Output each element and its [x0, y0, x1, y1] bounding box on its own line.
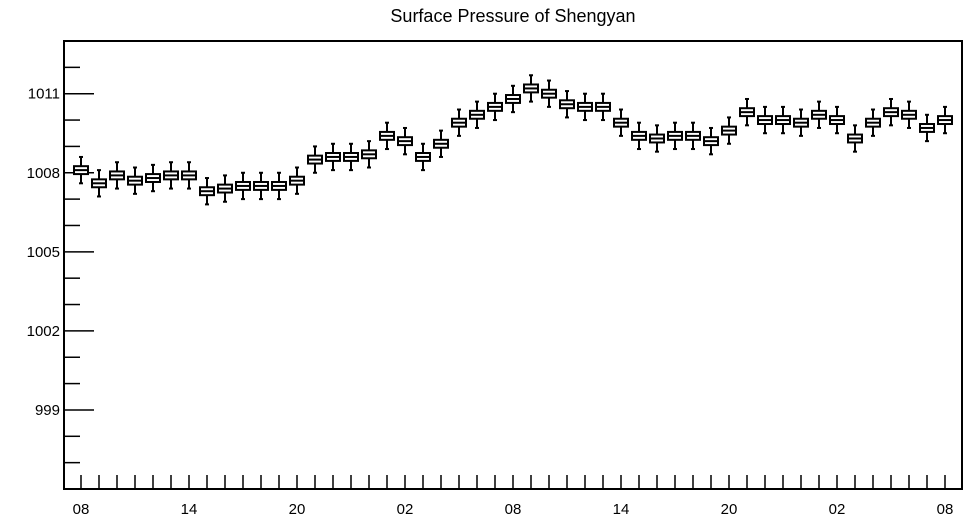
box-plot-item [217, 174, 233, 203]
box-plot-item [415, 142, 431, 172]
box-plot-item [937, 105, 953, 135]
box-plot-item [739, 97, 755, 127]
box-plot-item [307, 145, 323, 174]
x-tick-label: 08 [505, 501, 522, 518]
x-axis: 08 14 20 02 08 14 20 02 08 [73, 475, 954, 518]
box-plot-item [325, 142, 341, 172]
box-plot-item [811, 100, 827, 129]
box-plot-item [901, 100, 917, 129]
y-axis: 999 1002 1005 1008 1011 [27, 66, 94, 464]
box-plot-item [289, 166, 305, 195]
box-plot-item [163, 161, 179, 190]
box-plot-item [793, 108, 809, 137]
box-plot-item [883, 97, 899, 127]
box-plot-item [235, 171, 251, 201]
box-plot-item [271, 171, 287, 201]
x-tick-label: 02 [829, 501, 846, 518]
box-plot-item [703, 126, 719, 156]
box-plot-item [685, 121, 701, 151]
y-tick-label: 999 [35, 402, 60, 419]
box-plot-item [469, 100, 485, 129]
box-plot-item [829, 105, 845, 135]
box-plot-item [379, 121, 395, 151]
box-plot-item [757, 105, 773, 135]
box-plot-item [73, 155, 89, 185]
box-plot-item [397, 126, 413, 156]
box-plot-item [145, 163, 161, 193]
box-plot-item [361, 140, 377, 169]
box-plot-item [343, 142, 359, 172]
box-plot-item [253, 171, 269, 201]
chart-title: Surface Pressure of Shengyan [390, 6, 635, 26]
box-plot-item [487, 92, 503, 122]
x-tick-label: 20 [289, 501, 306, 518]
x-tick-label: 14 [181, 501, 198, 518]
box-plot-item [577, 92, 593, 122]
x-tick-label: 20 [721, 501, 738, 518]
box-plot-item [775, 105, 791, 135]
box-plot-item [667, 121, 683, 151]
x-tick-label: 08 [73, 501, 90, 518]
y-tick-label: 1008 [27, 165, 60, 182]
box-plot-item [721, 116, 737, 145]
box-plot-item [559, 90, 575, 119]
box-plot-item [613, 108, 629, 137]
box-plot-item [109, 161, 125, 190]
box-plot-item [595, 92, 611, 122]
box-plot-item [649, 124, 665, 153]
box-plot-item [199, 177, 215, 206]
box-plot-item [181, 161, 197, 190]
box-series [73, 74, 953, 206]
box-plot-item [631, 121, 647, 151]
box-plot-item [847, 124, 863, 153]
box-plot-item [541, 79, 557, 108]
box-plot-item [919, 113, 935, 143]
x-tick-label: 02 [397, 501, 414, 518]
box-plot-item [433, 129, 449, 158]
x-tick-label: 14 [613, 501, 630, 518]
box-plot-item [451, 108, 467, 137]
box-plot-item [91, 169, 107, 198]
y-tick-label: 1002 [27, 323, 60, 340]
x-tick-label: 08 [937, 501, 954, 518]
box-plot-item [865, 108, 881, 137]
box-plot-item [523, 74, 539, 103]
box-plot-item [127, 166, 143, 195]
y-tick-label: 1011 [28, 86, 60, 103]
box-plot-item [505, 84, 521, 114]
y-tick-label: 1005 [27, 244, 60, 261]
